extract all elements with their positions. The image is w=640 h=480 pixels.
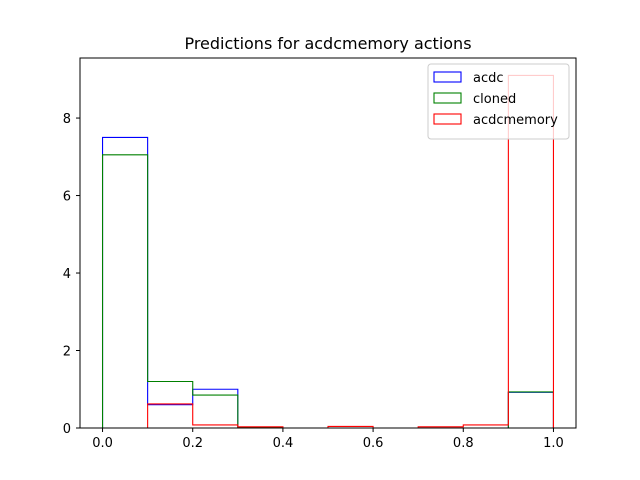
legend-swatch-acdcmemory bbox=[433, 113, 462, 125]
legend-label-cloned: cloned bbox=[473, 92, 516, 107]
x-tick-label: 0.6 bbox=[363, 436, 384, 451]
chart-title: Predictions for acdcmemory actions bbox=[184, 34, 471, 53]
x-tick-label: 1.0 bbox=[543, 436, 564, 451]
x-tick-label: 0.8 bbox=[453, 436, 474, 451]
x-tick-label: 0.2 bbox=[182, 436, 203, 451]
axes-layer: 0.0 0.2 0.4 0.6 0.8 1.0 0 2 4 6 8 bbox=[63, 57, 577, 451]
axes-frame bbox=[79, 57, 577, 429]
y-tick-label: 4 bbox=[63, 267, 71, 282]
legend-label-acdcmemory: acdcmemory bbox=[473, 113, 558, 128]
legend-label-acdc: acdc bbox=[473, 71, 504, 86]
x-tick-label: 0.0 bbox=[92, 436, 113, 451]
y-tick-label: 8 bbox=[63, 112, 71, 127]
x-tick-label: 0.4 bbox=[273, 436, 294, 451]
legend: acdc cloned acdcmemory bbox=[427, 63, 570, 140]
y-tick-label: 0 bbox=[63, 422, 71, 437]
y-tick-label: 2 bbox=[63, 345, 71, 360]
legend-swatch-acdc bbox=[433, 71, 462, 83]
series-acdcmemory-step bbox=[102, 74, 555, 429]
legend-box bbox=[427, 63, 570, 140]
legend-swatch-cloned bbox=[433, 92, 462, 104]
y-tick-label: 6 bbox=[63, 190, 71, 205]
